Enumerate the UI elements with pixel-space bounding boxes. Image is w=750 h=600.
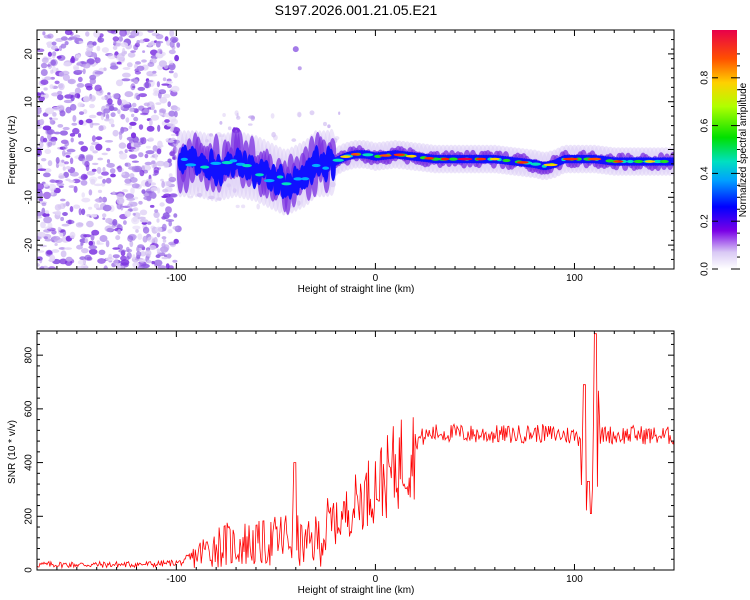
spectrogram-signal-ridge	[175, 126, 674, 216]
spectrogram-xtick-label: 0	[373, 273, 379, 284]
colorbar-tick-label: 0.8	[700, 70, 711, 84]
spectrogram-ytick-label: 20	[24, 48, 35, 60]
colorbar-label: Normalized spectral amplitude	[738, 82, 749, 217]
colorbar-tick-label: 0.6	[700, 118, 711, 132]
snr-panel: -100 0 100 0 200 400 600 800 Height of straight…	[7, 330, 675, 596]
snr-ytick-label: 0	[24, 567, 35, 573]
colorbar-gradient	[712, 30, 737, 269]
snr-axes: -100 0 100 0 200 400 600 800	[24, 331, 675, 585]
snr-xtick-label: 0	[373, 574, 379, 585]
colorbar-ticks: 0.0 0.2 0.4 0.6 0.8	[700, 53, 740, 276]
snr-plot-area	[37, 331, 674, 570]
snr-ytick-label: 200	[24, 508, 35, 525]
colorbar-tick-label: 0.4	[700, 166, 711, 180]
spectrogram-xtick-label: -100	[166, 273, 186, 284]
snr-series-line	[37, 333, 674, 570]
snr-ytick-label: 800	[24, 346, 35, 363]
spectrogram-ytick-label: 0	[24, 146, 35, 152]
spectrogram-ylabel: Frequency (Hz)	[7, 116, 18, 185]
colorbar-tick-label: 0.0	[700, 262, 711, 276]
spectrogram-ytick-label: 10	[24, 96, 35, 108]
snr-ytick-label: 400	[24, 454, 35, 471]
snr-xtick-label: -100	[166, 574, 186, 585]
spectrogram-ytick-label: -20	[24, 237, 35, 252]
colorbar: 0.0 0.2 0.4 0.6 0.8 Normalized spectral ampl…	[700, 30, 749, 276]
snr-xtick-label: 100	[566, 574, 583, 585]
spectrogram-ytick-label: -10	[24, 190, 35, 205]
snr-xlabel: Height of straight line (km)	[298, 585, 415, 596]
snr-ylabel: SNR (10 * v/v)	[7, 420, 18, 484]
spectrogram-noise-field	[37, 30, 341, 269]
snr-ytick-label: 600	[24, 400, 35, 417]
colorbar-tick-label: 0.2	[700, 214, 711, 228]
spectrogram-xlabel: Height of straight line (km)	[298, 284, 415, 295]
figure-title: S197.2026.001.21.05.E21	[275, 2, 438, 18]
spectrogram-xtick-label: 100	[566, 273, 583, 284]
